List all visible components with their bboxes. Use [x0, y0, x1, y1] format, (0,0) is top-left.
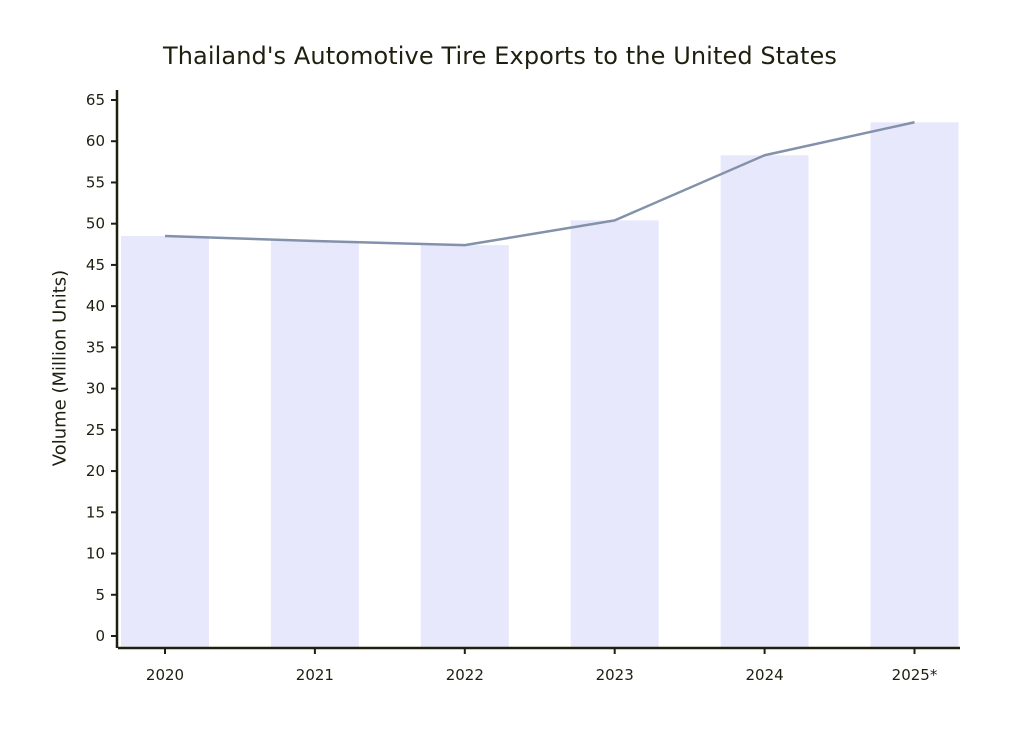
y-tick-label: 45: [86, 256, 105, 274]
x-tick-label: 2023: [596, 666, 634, 684]
bar-series: [121, 122, 959, 648]
y-tick-label: 50: [86, 215, 105, 233]
bar-2021: [270, 241, 359, 648]
x-tick-label: 2025*: [892, 666, 938, 684]
y-tick-label: 60: [86, 132, 105, 150]
x-tick-label: 2024: [746, 666, 784, 684]
bar-2024: [720, 155, 809, 647]
bar-2022: [420, 245, 509, 647]
bar-2020: [121, 236, 209, 648]
axes: 0 5 10 15 20 25 30 35 40 45 50 55 60 65 2020 2021 2022 20…: [86, 90, 960, 684]
y-tick-label: 65: [86, 91, 105, 109]
line-series: [164, 121, 915, 247]
chart-title: Thailand's Automotive Tire Exports to th…: [162, 42, 838, 70]
y-tick-label: 55: [86, 173, 105, 191]
y-tick-label: 15: [86, 503, 105, 521]
y-tick-label: 30: [86, 380, 105, 398]
x-tick-label: 2021: [296, 666, 334, 684]
x-tick-label: 2022: [446, 666, 484, 684]
y-tick-label: 25: [86, 421, 105, 439]
y-tick-label: 20: [86, 462, 105, 480]
bar-2025*: [870, 122, 959, 647]
x-tick-label: 2020: [146, 666, 184, 684]
y-tick-label: 10: [86, 545, 105, 563]
y-tick-label: 40: [86, 297, 105, 315]
y-tick-label: 5: [95, 586, 105, 604]
y-tick-label: 35: [86, 338, 105, 356]
y-tick-label: 0: [95, 627, 105, 645]
trend-line: [164, 121, 915, 247]
bar-2023: [570, 220, 659, 647]
